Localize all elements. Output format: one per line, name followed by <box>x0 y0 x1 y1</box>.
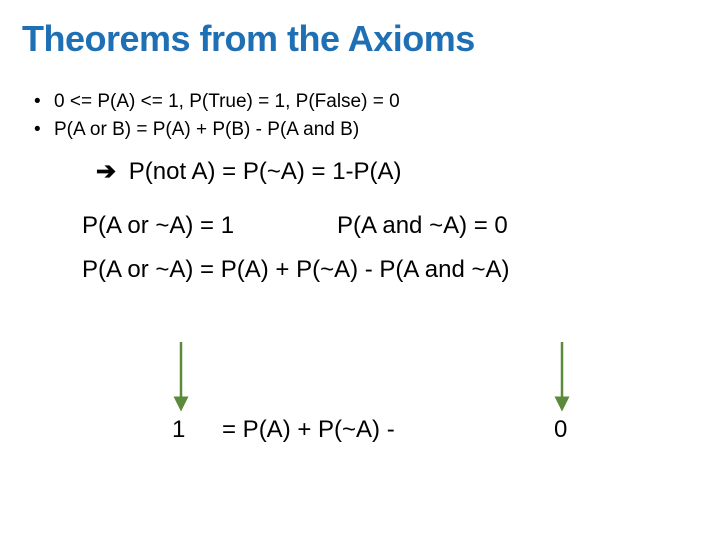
result-one: 1 <box>172 416 185 444</box>
slide-title: Theorems from the Axioms <box>0 0 720 60</box>
derivation-arrows <box>0 338 720 416</box>
bullet-item-2: P(A or B) = P(A) + P(B) - P(A and B) <box>32 116 720 144</box>
pair-left: P(A or ~A) = 1 <box>82 212 337 240</box>
derivation-main: ➔ P(not A) = P(~A) = 1-P(A) <box>96 157 720 186</box>
expansion-line: P(A or ~A) = P(A) + P(~A) - P(A and ~A) <box>82 256 720 284</box>
bullet-item-1: 0 <= P(A) <= 1, P(True) = 1, P(False) = … <box>32 88 720 116</box>
result-zero: 0 <box>554 416 567 444</box>
pair-row: P(A or ~A) = 1 P(A and ~A) = 0 <box>82 212 720 240</box>
result-mid: = P(A) + P(~A) - <box>222 416 395 444</box>
arrow-icon: ➔ <box>96 158 116 185</box>
pair-right: P(A and ~A) = 0 <box>337 212 508 240</box>
derivation-main-text: P(not A) = P(~A) = 1-P(A) <box>129 158 402 185</box>
bullet-list: 0 <= P(A) <= 1, P(True) = 1, P(False) = … <box>32 88 720 143</box>
